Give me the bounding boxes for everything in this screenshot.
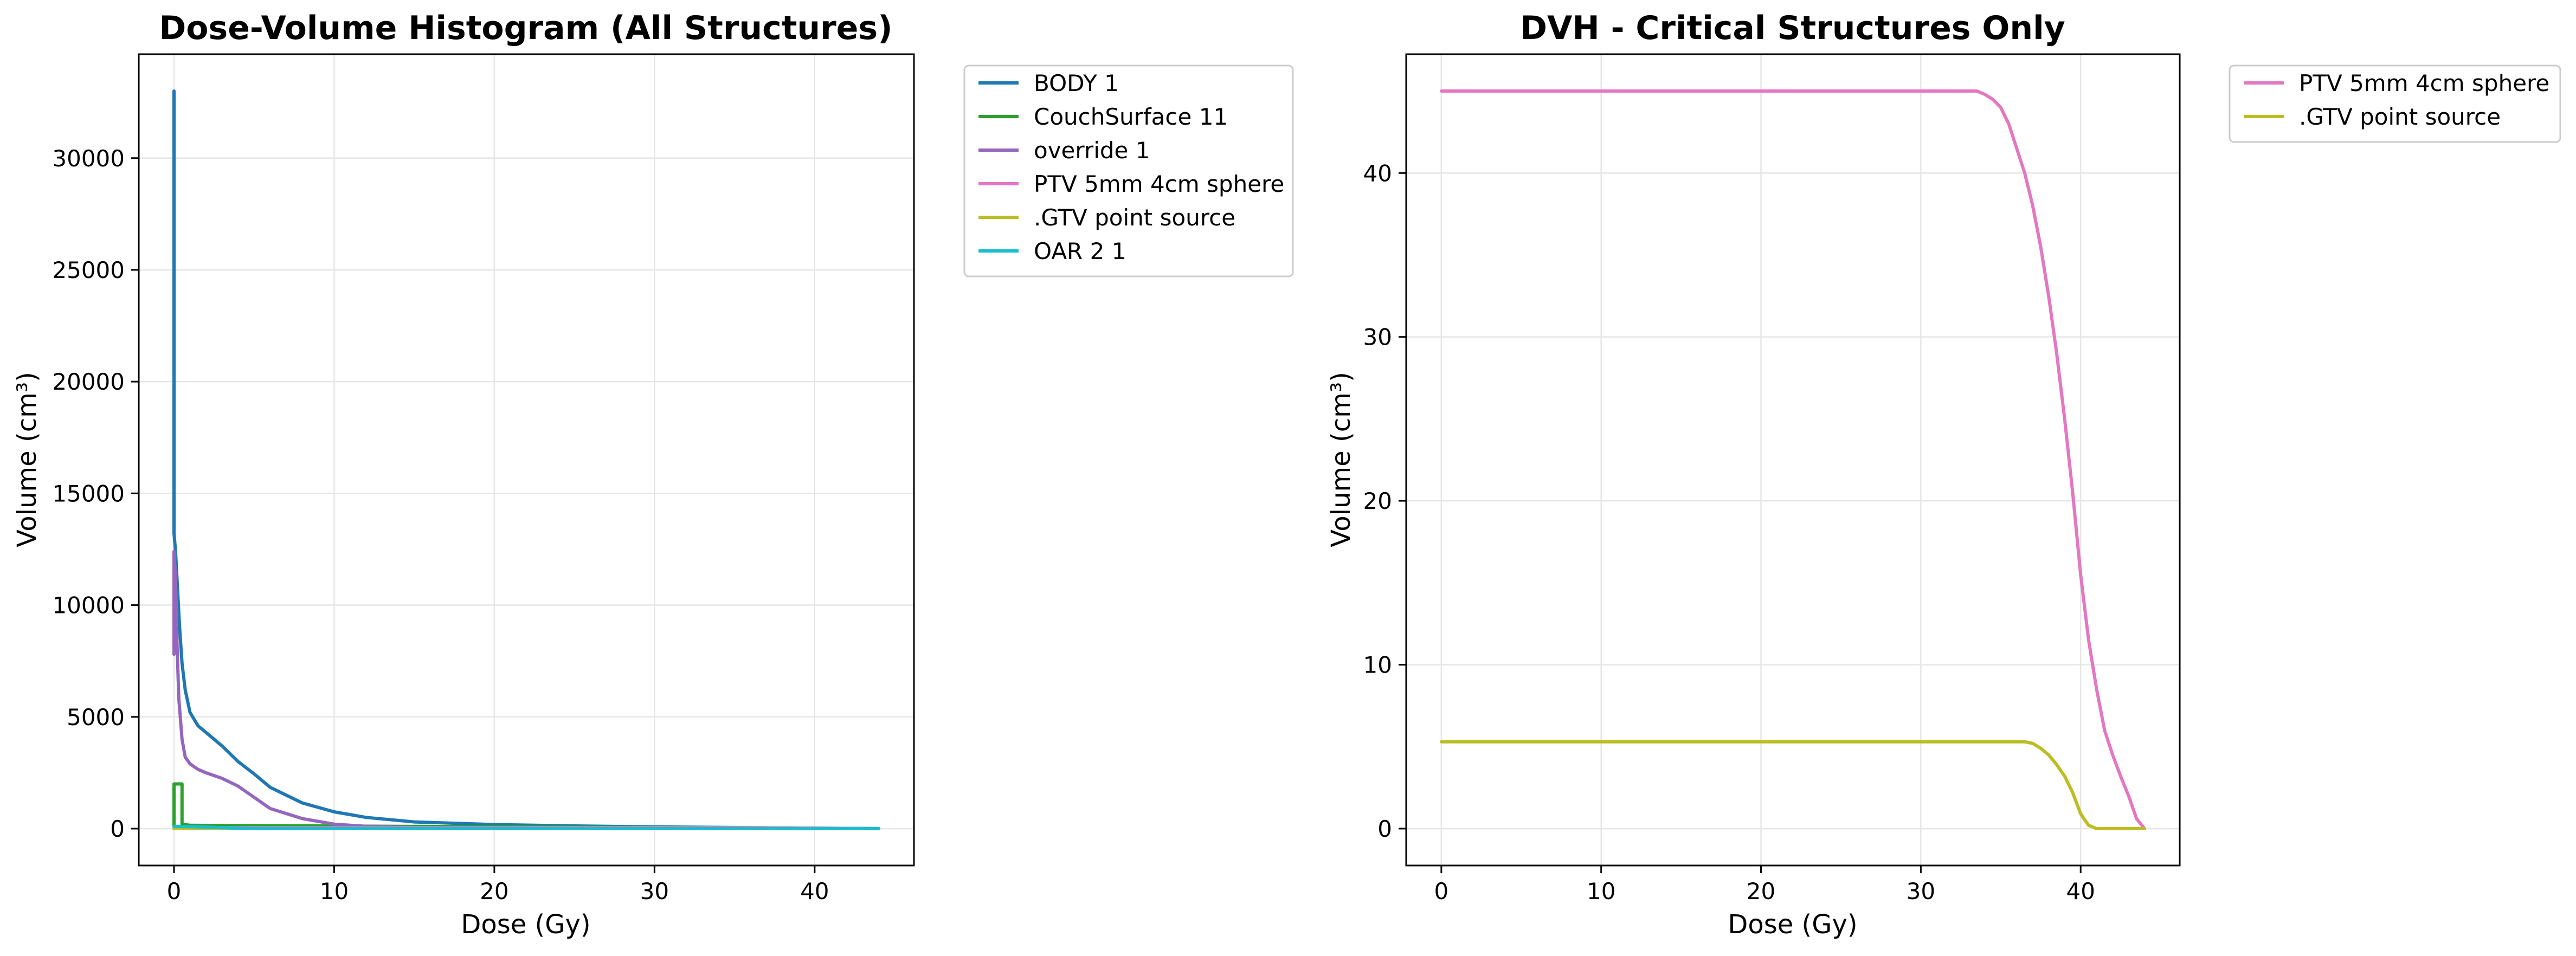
chart-title: DVH - Critical Structures Only: [1520, 9, 2065, 47]
dvh-critical-structures-chart: DVH - Critical Structures Only 0 10 20 30 40…: [1326, 9, 2561, 940]
legend-frame: [2229, 64, 2561, 143]
x-tick-label: 30: [640, 878, 669, 905]
series-line-oar-2-1: [172, 824, 880, 830]
legend-frame: [963, 64, 1294, 277]
y-tick-label: 20000: [52, 369, 125, 395]
grid: [139, 54, 914, 865]
x-axis-ticks: 0 10 20 30 40: [167, 865, 829, 905]
y-tick-label: 15000: [52, 480, 125, 507]
x-tick-label: 20: [1747, 878, 1775, 905]
x-tick-label: 10: [1587, 878, 1615, 905]
y-axis-ticks: 0 10 20 30 40: [1363, 160, 1406, 842]
legend-label: override 1: [1034, 137, 1150, 164]
chart-title: Dose-Volume Histogram (All Structures): [159, 9, 892, 47]
legend-label: CouchSurface 11: [1034, 104, 1228, 130]
x-tick-label: 30: [1907, 878, 1935, 905]
y-tick-label: 40: [1363, 160, 1392, 186]
legend-label: .GTV point source: [1034, 204, 1235, 231]
x-tick-label: 40: [2066, 878, 2095, 905]
legend: PTV 5mm 4cm sphere .GTV point source: [2229, 64, 2561, 143]
x-tick-label: 20: [480, 878, 508, 905]
dvh-all-structures-chart: Dose-Volume Histogram (All Structures) 0…: [12, 9, 1294, 940]
plot-area: [1439, 89, 2147, 830]
x-axis-label: Dose (Gy): [461, 909, 590, 940]
y-tick-label: 10000: [52, 592, 125, 619]
x-tick-label: 40: [800, 878, 829, 905]
series-line-gtv-point-source: [1439, 740, 2147, 830]
legend: BODY 1 CouchSurface 11 override 1 PTV 5mm 4…: [963, 64, 1294, 277]
legend-label: PTV 5mm 4cm sphere: [1034, 171, 1284, 197]
plot-area: [172, 89, 880, 830]
y-tick-label: 10: [1363, 652, 1392, 679]
y-tick-label: 30000: [52, 145, 125, 172]
legend-label: BODY 1: [1034, 70, 1119, 96]
y-tick-label: 25000: [52, 257, 125, 283]
axes-frame: [138, 53, 915, 867]
y-tick-label: 0: [1377, 816, 1392, 842]
grid: [1406, 54, 2180, 865]
legend-label: OAR 2 1: [1034, 238, 1126, 264]
x-axis-ticks: 0 10 20 30 40: [1434, 865, 2095, 905]
series-line-couchsurface-11: [172, 782, 880, 830]
legend-label: .GTV point source: [2299, 104, 2501, 130]
x-tick-label: 10: [320, 878, 349, 905]
y-axis-ticks: 0 5000 10000 15000 20000 25000 30000: [52, 145, 139, 842]
y-tick-label: 30: [1363, 324, 1392, 351]
y-tick-label: 0: [110, 816, 125, 842]
y-tick-label: 20: [1363, 488, 1392, 514]
y-axis-label: Volume (cm³): [12, 372, 42, 547]
series-line-ptv-5mm-4cm-sphere: [1439, 89, 2147, 830]
series-line-body-1: [172, 89, 880, 830]
y-tick-label: 5000: [67, 704, 125, 731]
legend-label: PTV 5mm 4cm sphere: [2299, 70, 2549, 96]
x-axis-label: Dose (Gy): [1728, 909, 1857, 940]
axes-frame: [1405, 53, 2181, 867]
x-tick-label: 0: [167, 878, 182, 905]
x-tick-label: 0: [1434, 878, 1448, 905]
y-axis-label: Volume (cm³): [1326, 372, 1356, 547]
series-line-override-1: [172, 550, 880, 830]
